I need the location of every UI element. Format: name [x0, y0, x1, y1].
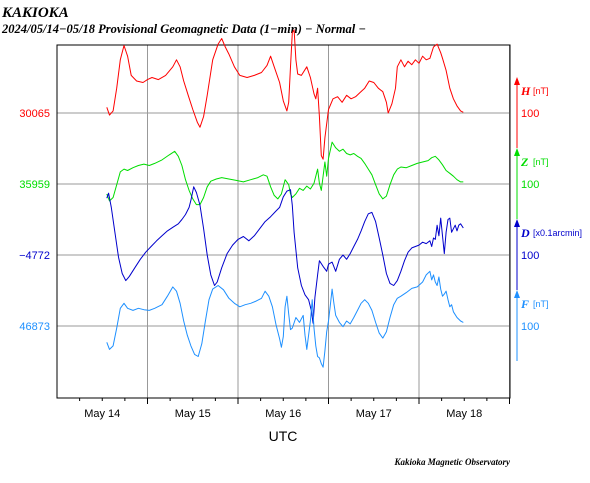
scale-arrowhead-d — [514, 219, 520, 227]
component-unit-z: [nT] — [533, 157, 549, 167]
baseline-label-z: 35959 — [19, 179, 50, 191]
x-tick-label: May 16 — [265, 408, 301, 420]
baseline-label-f: 46873 — [19, 321, 50, 333]
series-line-f — [106, 270, 464, 368]
component-name-f: F — [520, 297, 529, 311]
component-unit-f: [nT] — [533, 299, 549, 309]
credit-text: Kakioka Magnetic Observatory — [394, 457, 511, 467]
series-line-z — [106, 141, 464, 206]
scale-arrowhead-f — [514, 290, 520, 298]
baseline-label-d: −4772 — [19, 250, 50, 262]
x-axis-ticks: May 14 May 15 May 16 May 17 May 18 — [79, 398, 510, 420]
scale-label-d: 100 — [521, 250, 539, 262]
component-unit-h: [nT] — [533, 86, 549, 96]
component-name-z: Z — [520, 155, 529, 169]
x-tick-label: May 18 — [446, 408, 482, 420]
scale-label-f: 100 — [521, 321, 539, 333]
station-title: KAKIOKA — [1, 5, 69, 21]
x-axis-label: UTC — [269, 428, 298, 444]
x-tick-label: May 17 — [356, 408, 392, 420]
series-line-d — [106, 186, 464, 324]
scale-arrowhead-h — [514, 77, 520, 85]
x-tick-label: May 15 — [175, 408, 211, 420]
x-tick-label: May 14 — [84, 408, 120, 420]
plot-frame — [56, 44, 511, 399]
component-name-d: D — [520, 226, 530, 240]
baseline-label-h: 30065 — [19, 108, 50, 120]
chart-subtitle: 2024/05/14−05/18 Provisional Geomagnetic… — [1, 22, 366, 36]
series-line-h — [106, 29, 464, 160]
scale-arrowhead-z — [514, 148, 520, 156]
scale-label-h: 100 — [521, 108, 539, 120]
series-lines — [106, 29, 464, 368]
component-name-h: H — [520, 84, 531, 98]
grid — [57, 45, 510, 398]
scale-label-z: 100 — [521, 179, 539, 191]
component-unit-d: [x0.1arcmin] — [533, 228, 582, 238]
